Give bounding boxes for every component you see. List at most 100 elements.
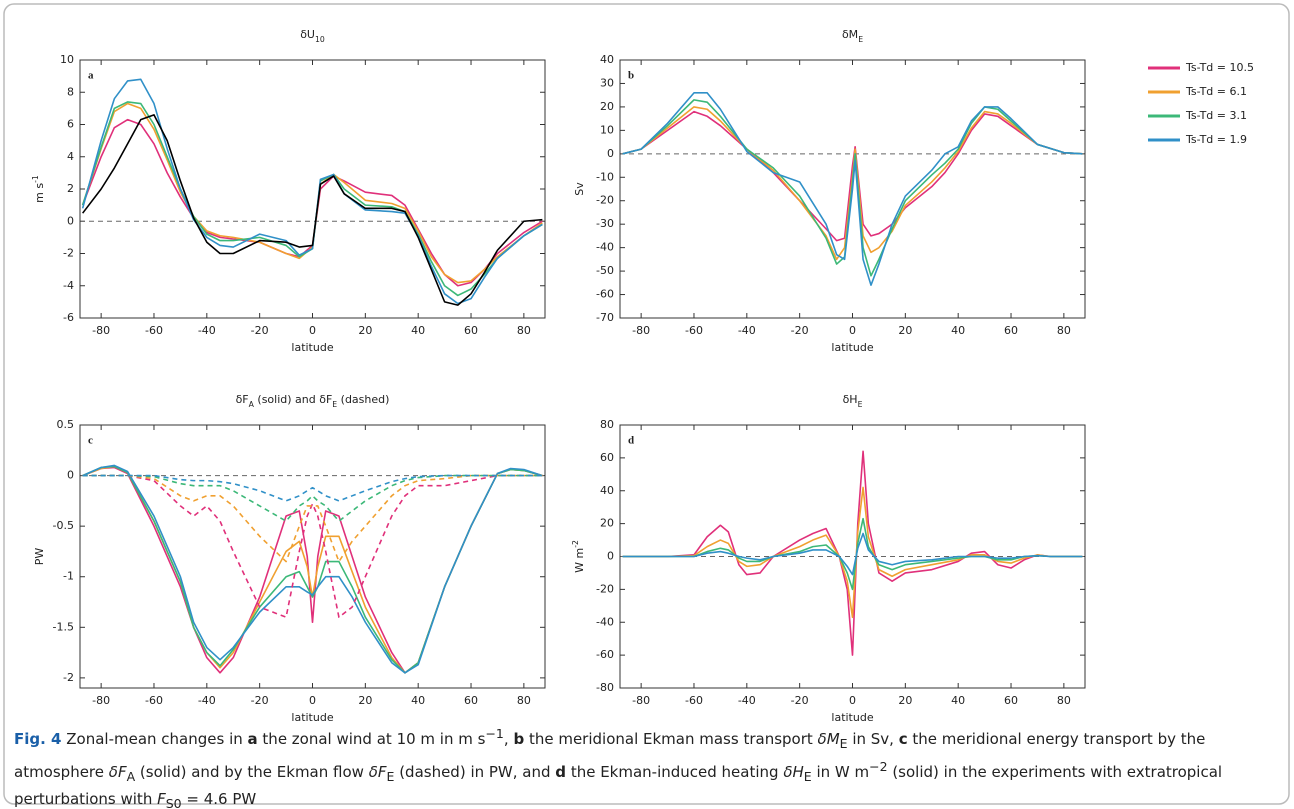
panel-title-part: δM [842,28,858,41]
y-tick-label: 0.5 [57,418,75,431]
caption-text: (solid) in the experiments with extratro… [14,763,1223,808]
y-tick-label: -50 [596,264,614,277]
line [82,114,543,306]
y-axis-label: m s-1 [31,175,47,203]
x-tick-label: -20 [251,324,269,337]
line [81,118,543,287]
line [622,110,1083,242]
y-tick-label: -2 [63,671,74,684]
y-axis-label-part: -2 [571,540,580,548]
x-tick-label: 60 [464,324,478,337]
y-axis-label: PW [33,548,46,566]
y-tick-label: -0.5 [53,519,74,532]
legend-label: Ts-Td = 3.1 [1185,109,1247,122]
line [622,106,1083,261]
y-tick-label: 0 [607,147,614,160]
y-axis-label-part: -1 [31,175,40,183]
caption-text: −1 [485,726,504,741]
caption-text: E [386,769,395,784]
y-tick-label: -40 [596,241,614,254]
y-tick-label: 60 [600,451,614,464]
y-tick-label: 2 [67,182,74,195]
x-tick-label: -80 [632,694,650,707]
y-tick-label: -20 [596,194,614,207]
line [622,450,1083,656]
x-tick-label: -60 [685,324,703,337]
line [622,532,1083,576]
x-tick-label: -60 [685,694,703,707]
x-axis-label: latitude [291,341,333,354]
y-tick-label: 8 [67,85,74,98]
caption-text: (solid) and by the Ekman flow [135,763,369,781]
x-tick-label: -20 [791,694,809,707]
caption-text: −2 [869,759,888,774]
y-tick-label: 40 [600,53,614,66]
legend-label: Ts-Td = 10.5 [1185,61,1254,74]
panel-title-part: (solid) and δF [254,393,332,406]
plot-frame [79,59,546,319]
y-axis-label-part: PW [33,548,46,566]
caption-text: = 4.6 PW [181,790,257,808]
y-tick-label: 20 [600,100,614,113]
x-tick-label: -80 [632,324,650,337]
panel-title-part: E [332,400,337,409]
panel-label: b [628,70,634,82]
y-axis-label: Sv [573,182,586,196]
x-tick-label: -60 [145,694,163,707]
caption: Fig. 4 Zonal-mean changes in a the zonal… [14,722,1276,809]
y-axis-label-part: W m [573,548,586,573]
x-tick-label: -40 [738,694,756,707]
x-tick-label: -80 [92,694,110,707]
caption-text: δH [783,763,804,781]
panel-title-part: δU [300,28,315,41]
x-tick-label: 80 [517,324,531,337]
x-tick-label: 80 [1057,694,1071,707]
line [622,92,1083,286]
legend-label: Ts-Td = 1.9 [1185,133,1247,146]
x-axis-label: latitude [831,711,873,724]
x-tick-label: -40 [198,324,216,337]
x-axis-label: latitude [831,341,873,354]
panel-label: c [88,435,93,447]
x-tick-label: 80 [517,694,531,707]
y-tick-label: 4 [67,150,74,163]
caption-text: the meridional energy transport by the a… [14,730,1206,781]
y-tick-label: -40 [596,615,614,628]
x-tick-label: 20 [898,324,912,337]
panel-title-part: δF [236,393,249,406]
line [82,474,543,502]
x-tick-label: 40 [411,324,425,337]
x-tick-label: 60 [1004,694,1018,707]
caption-text: d [555,763,567,781]
panel-title-part: E [858,400,863,409]
y-tick-label: -6 [63,311,74,324]
y-tick-label: 30 [600,76,614,89]
x-tick-label: 60 [464,694,478,707]
x-tick-label: 0 [309,324,316,337]
x-tick-label: -40 [198,694,216,707]
line [622,517,1083,591]
caption-text: b [513,730,525,748]
caption-text: the zonal wind at 10 m in m s [257,730,486,748]
caption-text: E [839,736,848,751]
panel-title: δU10 [300,28,325,44]
y-tick-label: -1.5 [53,620,74,633]
line [82,474,543,522]
caption-text: Zonal-mean changes in [61,730,248,748]
y-axis-label-part: Sv [573,182,586,196]
caption-text: the Ekman-induced heating [566,763,784,781]
y-tick-label: -1 [63,570,74,583]
caption-text: , [503,730,514,748]
x-axis-label: latitude [291,711,333,724]
plot-frame [619,424,1086,689]
line [82,465,543,674]
x-tick-label: 0 [309,694,316,707]
x-tick-label: 20 [898,694,912,707]
y-axis-label-part: m s [33,183,46,203]
y-tick-label: 80 [600,418,614,431]
plot-frame [619,59,1086,319]
line [82,464,543,674]
y-tick-label: -10 [596,170,614,183]
panel-label: d [628,435,634,447]
